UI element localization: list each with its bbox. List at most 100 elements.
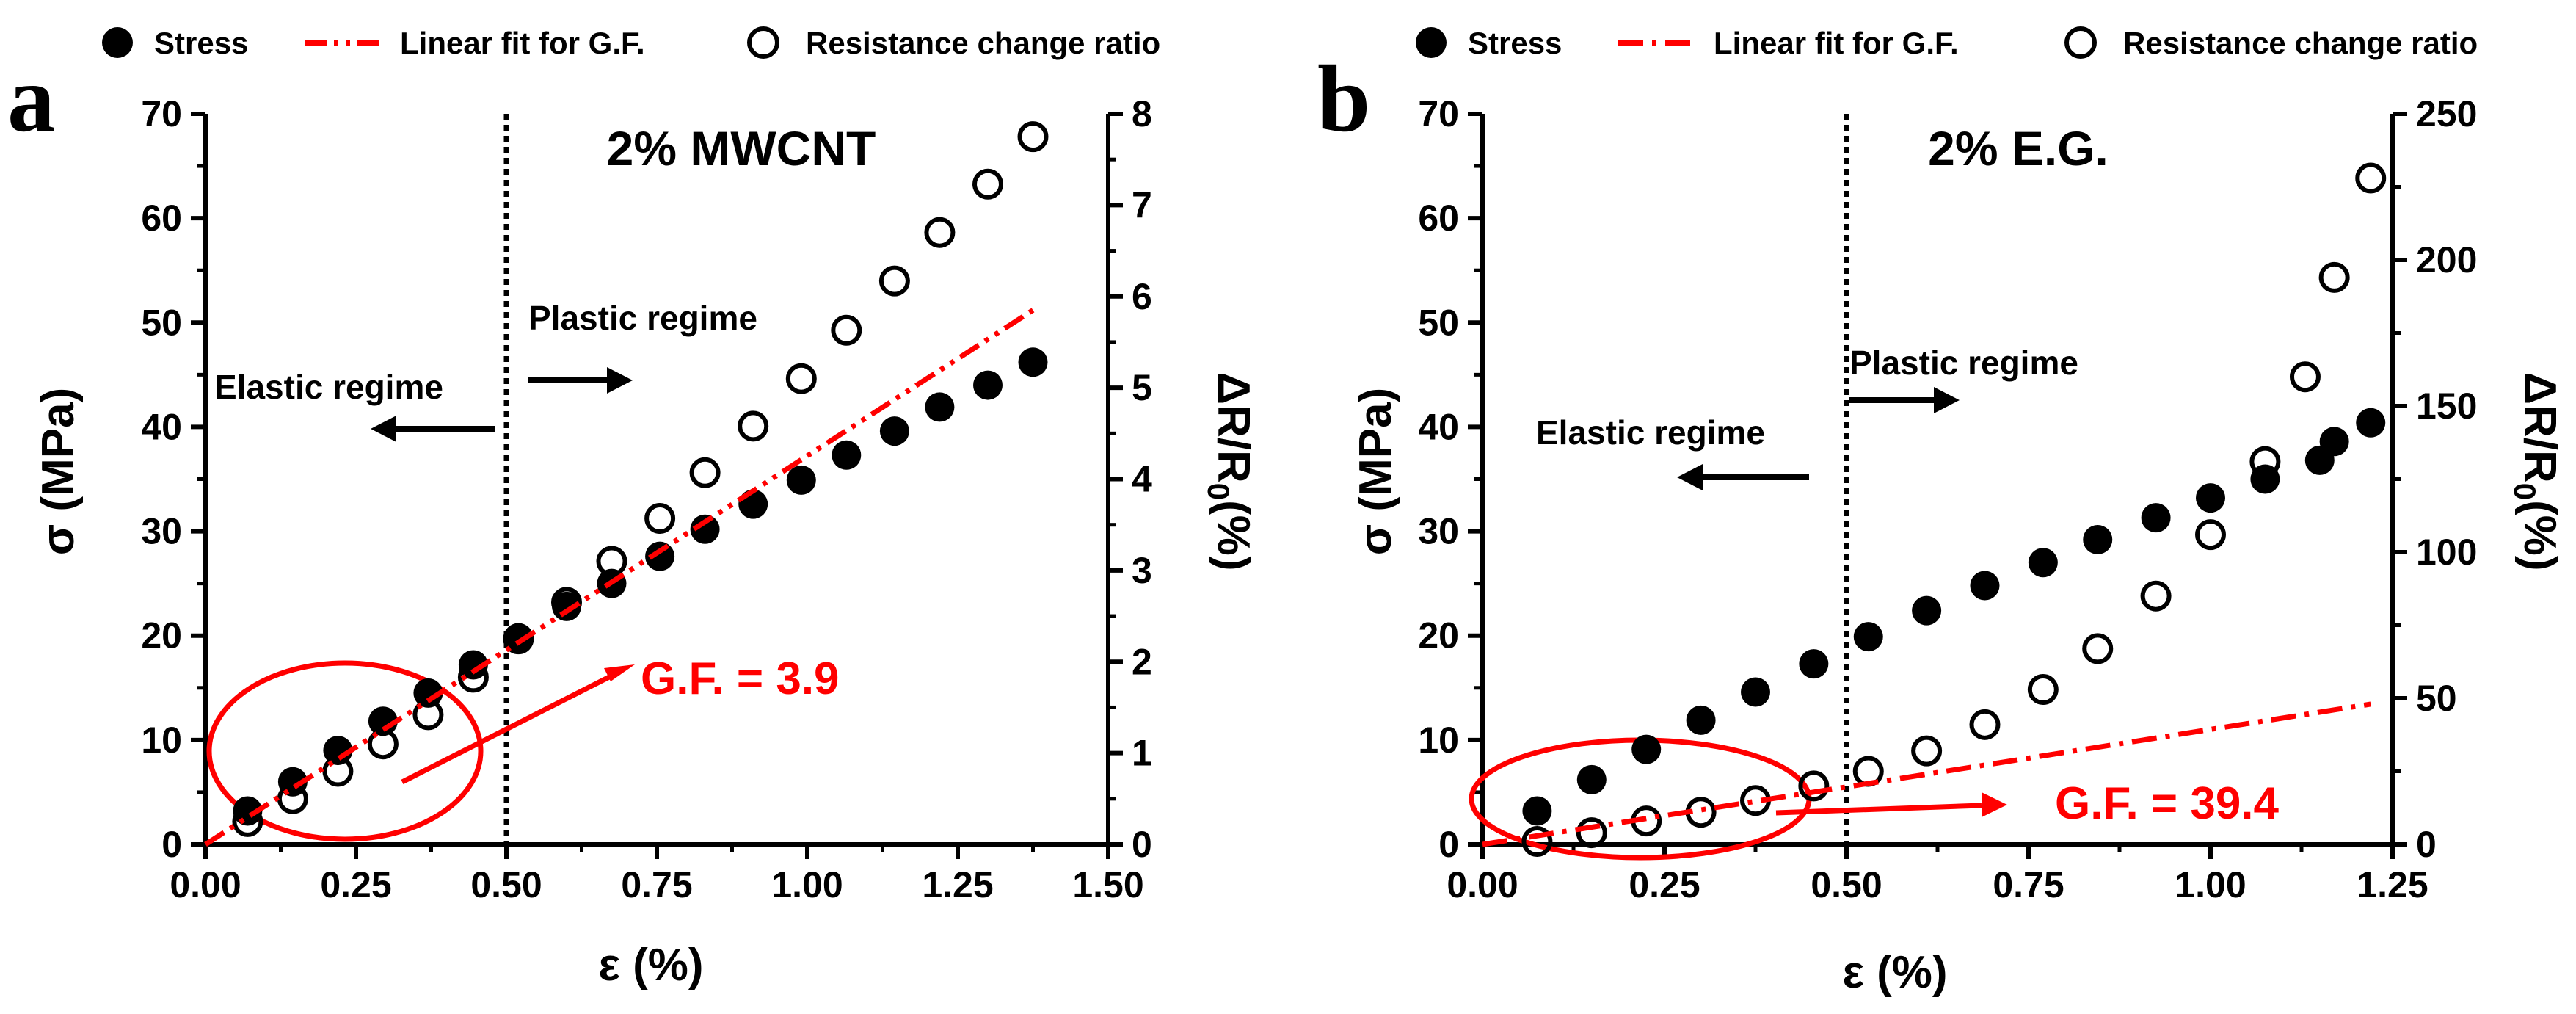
resistance-point <box>689 457 721 488</box>
resistance-point <box>2289 361 2321 393</box>
gf-annotation-arrowhead-icon <box>1982 792 2007 817</box>
y2-tick-label: 150 <box>2416 385 2477 427</box>
resistance-point <box>277 783 308 814</box>
resistance-point <box>2195 519 2226 551</box>
stress-point <box>233 796 263 826</box>
gf-annotation-arrow-icon <box>1775 803 1982 816</box>
y-tick-label: 10 <box>141 720 182 761</box>
plastic-arrowhead-icon <box>1934 387 1960 413</box>
resistance-point <box>2355 162 2387 194</box>
elastic-arrowhead-icon <box>1677 464 1703 490</box>
legend-a: Stress Linear fit for G.F. Resistance ch… <box>102 26 1160 60</box>
legend-fit-label: Linear fit for G.F. <box>400 26 645 60</box>
legend-resistance-marker <box>747 26 779 59</box>
y2-tick-label: 0 <box>1132 824 1152 865</box>
x-tick-label: 0.75 <box>1993 864 2064 905</box>
x-tick-label: 0.50 <box>1811 864 1882 905</box>
y-tick-label: 10 <box>1418 720 1459 761</box>
y2-axis-label: ΔR/R0(%) <box>2508 372 2565 571</box>
resistance-point <box>1576 817 1607 849</box>
stress-point <box>832 440 862 470</box>
plot-marks <box>204 121 1049 847</box>
y-axis-label: σ (MPa) <box>1350 388 1401 555</box>
resistance-point <box>232 805 263 837</box>
stress-point <box>2083 524 2113 554</box>
gf-value-label: G.F. = 39.4 <box>2055 778 2280 829</box>
y-tick-label: 20 <box>141 615 182 656</box>
y-tick-label: 40 <box>141 406 182 447</box>
panel-label: b <box>1317 46 1370 152</box>
y2-tick-label: 50 <box>2416 678 2457 719</box>
y2-tick-label: 8 <box>1132 93 1152 134</box>
x-axis-label: ε (%) <box>598 940 703 991</box>
y2-label-main: ΔR/R <box>2514 372 2565 482</box>
legend-fit-label: Linear fit for G.F. <box>1714 26 1959 60</box>
stress-point <box>690 514 720 544</box>
gf-value-label: G.F. = 3.9 <box>641 653 840 704</box>
resistance-point <box>878 265 910 297</box>
legend-resistance-marker <box>2064 26 2097 59</box>
legend-b: Stress Linear fit for G.F. Resistance ch… <box>1416 26 2478 60</box>
x-tick-label: 0.25 <box>1629 864 1700 905</box>
y-tick-label: 60 <box>1418 198 1459 239</box>
resistance-point <box>1017 121 1049 153</box>
x-tick-label: 1.25 <box>922 864 993 905</box>
stress-point <box>1970 571 2000 601</box>
x-tick-label: 0.50 <box>470 864 542 905</box>
resistance-point <box>551 587 582 618</box>
resistance-point <box>1798 770 1830 802</box>
resistance-point <box>644 502 676 534</box>
y-tick-label: 20 <box>1418 615 1459 656</box>
y2-label-main: ΔR/R <box>1208 372 1259 482</box>
gf-annotation-arrow-icon <box>401 670 618 785</box>
resistance-point <box>972 168 1003 200</box>
elastic-regime-label: Elastic regime <box>1536 413 1765 452</box>
stress-point <box>1018 347 1048 377</box>
stress-point <box>1576 764 1607 794</box>
stress-point <box>2028 548 2058 578</box>
y2-axis-label: ΔR/R0(%) <box>1201 372 1259 571</box>
y2-tick-label: 0 <box>2416 824 2437 865</box>
fit-line <box>1482 701 2371 847</box>
y-axis-ticks: 0 10 20 30 40 50 60 70 <box>141 93 205 865</box>
resistance-point <box>785 363 817 394</box>
y2-tick-label: 250 <box>2416 93 2477 134</box>
legend-stress-label: Stress <box>1468 26 1562 60</box>
resistance-point <box>322 756 354 787</box>
y-tick-label: 0 <box>161 824 182 865</box>
resistance-point <box>2140 580 2172 612</box>
stress-point <box>2141 503 2171 533</box>
elastic-arrowhead-icon <box>371 416 396 442</box>
y2-tick-label: 1 <box>1132 733 1152 774</box>
y-tick-label: 40 <box>1418 406 1459 447</box>
y2-tick-label: 200 <box>2416 239 2477 280</box>
stress-point <box>2196 483 2225 513</box>
y-axis-ticks: 0 10 20 30 40 50 60 70 <box>1418 93 1482 865</box>
stress-point <box>1912 595 1942 626</box>
x-tick-label: 1.50 <box>1072 864 1143 905</box>
x-axis-ticks: 0.00 0.25 0.50 0.75 1.00 1.25 <box>1447 844 2428 905</box>
resistance-point <box>2027 674 2059 706</box>
legend-stress-marker <box>1416 27 1447 58</box>
y2-label-tail: (%) <box>2514 500 2565 571</box>
panel-a: a 2% MWCNT 0.00 0.25 0.50 0.75 1.00 1.25 1.50 … <box>7 46 1259 991</box>
y2-axis-ticks: 0 50 100 150 200 250 <box>2393 93 2477 865</box>
x-tick-label: 1.00 <box>2175 864 2246 905</box>
y-axis-label: σ (MPa) <box>33 388 84 555</box>
chart-title: 2% E.G. <box>1928 121 2109 175</box>
stress-point <box>1631 734 1662 764</box>
y2-axis-ticks: 0 1 2 3 4 5 6 7 8 <box>1108 93 1152 865</box>
resistance-point <box>457 662 489 693</box>
resistance-point <box>831 314 862 346</box>
stress-point <box>413 678 443 708</box>
resistance-point <box>367 728 399 760</box>
y2-tick-label: 6 <box>1132 276 1152 317</box>
stress-point <box>1522 796 1552 826</box>
x-axis-label: ε (%) <box>1842 947 1947 998</box>
elastic-regime-label: Elastic regime <box>214 368 443 406</box>
y2-label-tail: (%) <box>1208 500 1259 571</box>
y2-tick-label: 2 <box>1132 641 1152 682</box>
x-tick-label: 1.00 <box>771 864 843 905</box>
x-tick-label: 1.25 <box>2357 864 2428 905</box>
stress-point <box>368 706 398 736</box>
